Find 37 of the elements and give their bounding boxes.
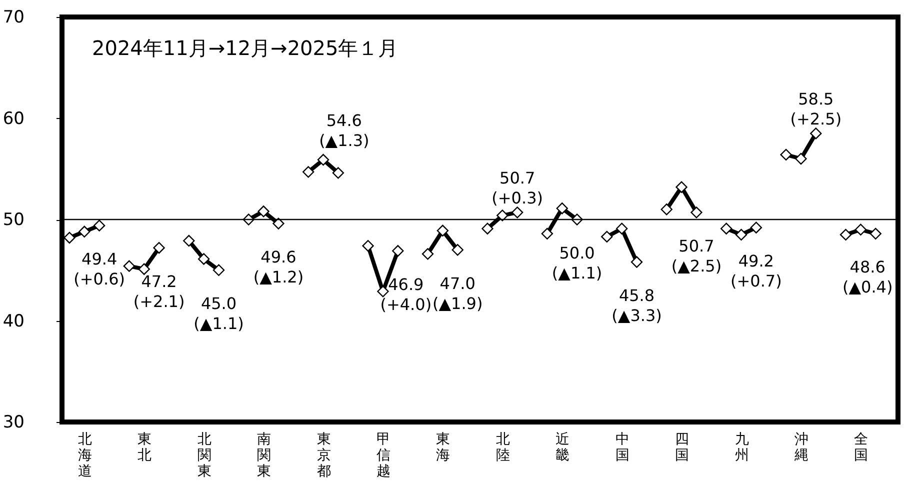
data-label: 49.6 (▲1.2) xyxy=(253,248,304,287)
x-tick-label: 東海 xyxy=(436,432,450,464)
data-label: 45.8 (▲3.3) xyxy=(612,286,662,326)
x-tick-label: 近畿 xyxy=(556,432,570,464)
y-tick-label: 70 xyxy=(2,8,24,28)
data-label: 49.4 (+0.6) xyxy=(74,250,125,289)
data-label: 47.0 (▲1.9) xyxy=(432,274,483,313)
point xyxy=(840,228,852,241)
x-tick-label: 北陸 xyxy=(496,432,510,464)
point xyxy=(870,228,882,240)
data-label: 50.7 (+0.3) xyxy=(492,168,543,208)
x-tick-label: 甲信越 xyxy=(376,432,390,480)
data-label: 54.6 (▲1.3) xyxy=(319,110,370,150)
x-tick-label: 全国 xyxy=(854,432,868,464)
data-label: 45.0 (▲1.1) xyxy=(194,294,244,334)
data-label: 49.2 (+0.7) xyxy=(730,252,782,291)
point xyxy=(854,224,867,236)
data-label: 48.6 (▲0.4) xyxy=(842,258,893,297)
y-tick-label: 60 xyxy=(2,108,24,129)
data-label: 46.9 (+4.0) xyxy=(380,274,432,314)
x-tick-label: 九州 xyxy=(734,432,749,464)
x-tick-label: 北関東 xyxy=(197,432,212,480)
x-tick-label: 南関東 xyxy=(257,432,272,480)
x-tick-label: 北海道 xyxy=(78,432,92,480)
x-tick-label: 四国 xyxy=(675,432,690,464)
x-tick-label: 沖縄 xyxy=(793,432,808,464)
data-label: 50.7 (▲2.5) xyxy=(671,236,722,276)
data-label: 50.0 (▲1.1) xyxy=(552,244,602,282)
x-tick-label: 中国 xyxy=(615,432,630,464)
data-label: 47.2 (+2.1) xyxy=(133,272,185,311)
x-tick-label: 東北 xyxy=(138,432,152,464)
text: 2024年11月→12月→2025年１月 xyxy=(92,36,398,60)
x-tick-label: 東京都 xyxy=(316,432,331,480)
y-tick-label: 40 xyxy=(2,311,24,332)
y-tick-label: 30 xyxy=(2,412,24,432)
y-tick-label: 50 xyxy=(2,210,24,230)
data-label: 58.5 (+2.5) xyxy=(790,89,842,128)
